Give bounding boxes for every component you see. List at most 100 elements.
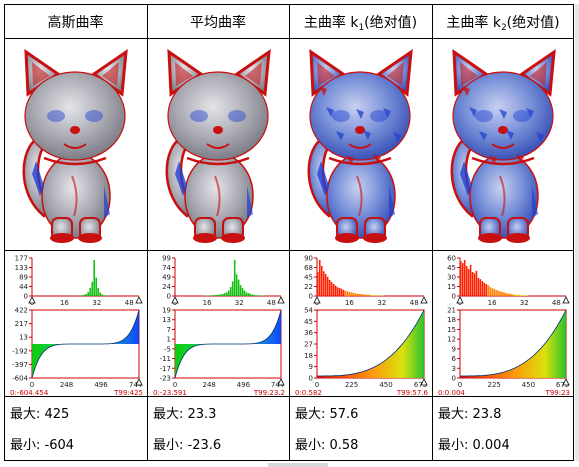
curve-x-tick: 496 <box>237 381 251 389</box>
histogram-y-tick: 44 <box>19 283 28 291</box>
histogram-y-tick: 133 <box>15 264 28 272</box>
horizontal-scrollbar-thumb[interactable] <box>268 463 328 467</box>
range-end-marker[interactable] <box>277 296 285 304</box>
curve-y-tick: 18 <box>304 352 313 360</box>
histogram-bar <box>247 293 250 296</box>
histogram-bar <box>522 295 525 296</box>
histogram-bar <box>372 295 375 296</box>
histogram-bar <box>524 295 527 296</box>
histogram-x-tick: 16 <box>345 299 354 307</box>
curve-start-label: 0:-23.591 <box>153 389 187 397</box>
curve-y-tick: -604 <box>12 375 28 383</box>
curve-y-tick: 54 <box>304 307 313 315</box>
header-main: 主曲率 k <box>446 14 501 31</box>
histogram-bar <box>103 295 105 296</box>
curve-end-marker[interactable] <box>420 378 428 386</box>
histogram-bar <box>362 294 365 296</box>
curve-y-tick: 12 <box>447 336 456 344</box>
histogram-bar <box>334 285 337 296</box>
histogram-bar <box>231 281 234 296</box>
min-value-4: 最小: 0.004 <box>438 438 510 453</box>
curve-fill <box>317 310 424 378</box>
histogram-bar <box>352 292 355 296</box>
curve-end-marker[interactable] <box>562 378 570 386</box>
column-header-4: 主曲率 k2(绝对值) <box>446 14 559 33</box>
histogram-bar <box>322 271 325 296</box>
curve-end-marker[interactable] <box>277 378 285 386</box>
histogram-bar <box>99 292 101 296</box>
histogram-bar <box>469 264 472 296</box>
range-end-marker[interactable] <box>562 296 570 304</box>
histogram-bar <box>370 295 373 296</box>
max-value-2: 最大: 23.3 <box>153 407 216 422</box>
histogram-bar <box>332 284 335 296</box>
histogram-bar <box>460 261 462 296</box>
range-start-marker[interactable] <box>171 296 179 304</box>
cat-model-render-1 <box>22 48 128 243</box>
histogram-bar <box>374 295 377 296</box>
histogram-y-tick: 177 <box>15 255 28 263</box>
curve-line <box>460 309 567 377</box>
histogram-bar <box>342 290 345 296</box>
curve-x-tick: 225 <box>345 381 358 389</box>
histogram-x-tick: 32 <box>92 299 101 307</box>
histogram-bar <box>487 285 490 296</box>
max-value-4: 最大: 23.8 <box>438 407 501 422</box>
histogram-x-tick: 32 <box>377 299 386 307</box>
curve-y-tick: 9 <box>452 345 456 353</box>
range-start-marker[interactable] <box>28 296 36 304</box>
curvature-charts-3: 906845220016324854453627189002254506750:… <box>295 255 429 398</box>
range-end-marker[interactable] <box>420 296 428 304</box>
histogram-bar <box>503 292 505 296</box>
histogram-y-tick: 89 <box>19 274 28 282</box>
histogram-bar <box>336 287 339 296</box>
histogram-bar <box>491 288 493 296</box>
histogram-bar <box>228 290 230 296</box>
curvature-charts-1: 17713389440016324842221713-192-397-60402… <box>10 255 143 398</box>
histogram-bar <box>89 287 92 296</box>
curve-y-tick: 36 <box>304 329 313 337</box>
histogram-bar <box>81 295 84 296</box>
histogram-bar <box>338 288 341 296</box>
histogram-bar <box>520 295 523 296</box>
curve-y-tick: 13 <box>19 334 28 342</box>
histogram-bar <box>356 293 359 296</box>
curve-x-tick: 248 <box>60 381 73 389</box>
histogram-bar <box>210 295 212 296</box>
curve-end-label: T99:23.2 <box>253 389 285 397</box>
curvature-comparison-table: 高斯曲率 平均曲率 主曲率 k1(绝对值) 主曲率 k2(绝对值) 177 133 89 4… <box>4 4 574 461</box>
range-end-marker[interactable] <box>135 296 143 304</box>
curve-x-tick: 248 <box>203 381 216 389</box>
curve-y-tick: 217 <box>15 320 28 328</box>
histogram-bar <box>348 292 351 296</box>
curve-end-marker[interactable] <box>135 378 143 386</box>
histogram: 177133894400163248 <box>15 255 143 307</box>
range-start-marker[interactable] <box>313 296 321 304</box>
header-tail: (绝对值) <box>507 15 560 31</box>
histogram-bar <box>101 294 103 296</box>
range-start-marker[interactable] <box>456 296 464 304</box>
vertical-scrollbar[interactable] <box>575 4 579 461</box>
cat-model-render-2 <box>165 48 271 243</box>
histogram-bar <box>509 293 511 296</box>
curvature-charts-2: 9974492400163248191371-5-11-17-230248496… <box>153 255 285 398</box>
histogram-bar <box>235 274 238 296</box>
histogram-bar <box>489 287 492 296</box>
histogram-bar <box>216 294 218 296</box>
histogram-y-tick: 45 <box>447 264 456 272</box>
histogram-y-tick: 24 <box>162 283 171 291</box>
histogram-bar <box>485 284 488 296</box>
histogram-bar <box>475 270 478 296</box>
histogram-bar <box>218 294 220 296</box>
curve-y-tick: -17 <box>160 365 171 373</box>
histogram-bar <box>513 294 515 296</box>
curve-y-tick: 0 <box>309 375 313 383</box>
histogram-bar <box>366 294 369 296</box>
curve-line <box>317 309 425 377</box>
curve-y-tick: 9 <box>309 363 313 371</box>
histogram-y-tick: 60 <box>447 255 456 263</box>
cat-model-render-4 <box>450 48 556 243</box>
curve-x-tick: 0 <box>173 381 177 389</box>
